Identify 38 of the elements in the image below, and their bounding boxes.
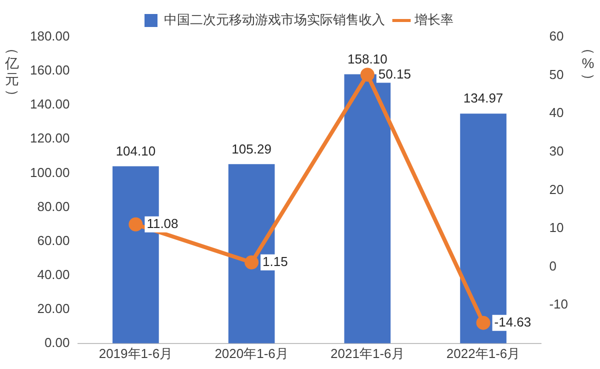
x-tick-label: 2021年1-6月 [330,346,404,361]
y-tick-label: 80.00 [37,198,70,214]
x-tick-label: 2022年1-6月 [446,346,520,361]
y2-tick-label: 20 [549,182,564,197]
y2-tick-label: 60 [549,28,564,44]
point [360,68,374,82]
point [476,316,490,330]
legend-label: 中国二次元移动游戏市场实际销售收入 [164,12,385,28]
text: -14.63 [494,314,532,330]
text: 104.10 [116,143,156,158]
legend-label: 增长率 [414,12,454,28]
y-tick-label: 40.00 [37,266,70,282]
y2-tick-label: 40 [549,105,564,120]
point [128,217,143,232]
y-axis-title: （亿元） [4,41,22,103]
text: 134.97 [463,90,504,106]
point [244,255,259,270]
x-tick-label: 2019年1-6月 [98,346,173,361]
y2-tick-label: 0 [549,258,556,274]
y-tick-label: 120.00 [30,130,70,146]
y2-axis-title: （%） [581,41,598,87]
text: 50.15 [378,66,411,82]
y2-tick-label: 30 [549,143,564,158]
text: 105.29 [232,141,272,156]
y-tick-label: 100.00 [30,164,70,180]
y-tick-label: 60.00 [37,232,70,248]
y2-tick-label: -10 [549,296,568,312]
y-tick-label: 20.00 [37,300,70,316]
y2-tick-label: 10 [549,220,564,236]
text: 11.08 [146,216,178,231]
y-tick-label: 0.00 [44,334,70,350]
y-tick-label: 160.00 [30,62,70,78]
y-tick-label: 180.00 [30,28,70,44]
y-tick-label: 140.00 [30,96,70,112]
x-tick-label: 2020年1-6月 [214,346,288,361]
text: 158.10 [348,51,388,66]
y2-tick-label: 50 [549,66,564,82]
text: 1.15 [262,254,288,269]
